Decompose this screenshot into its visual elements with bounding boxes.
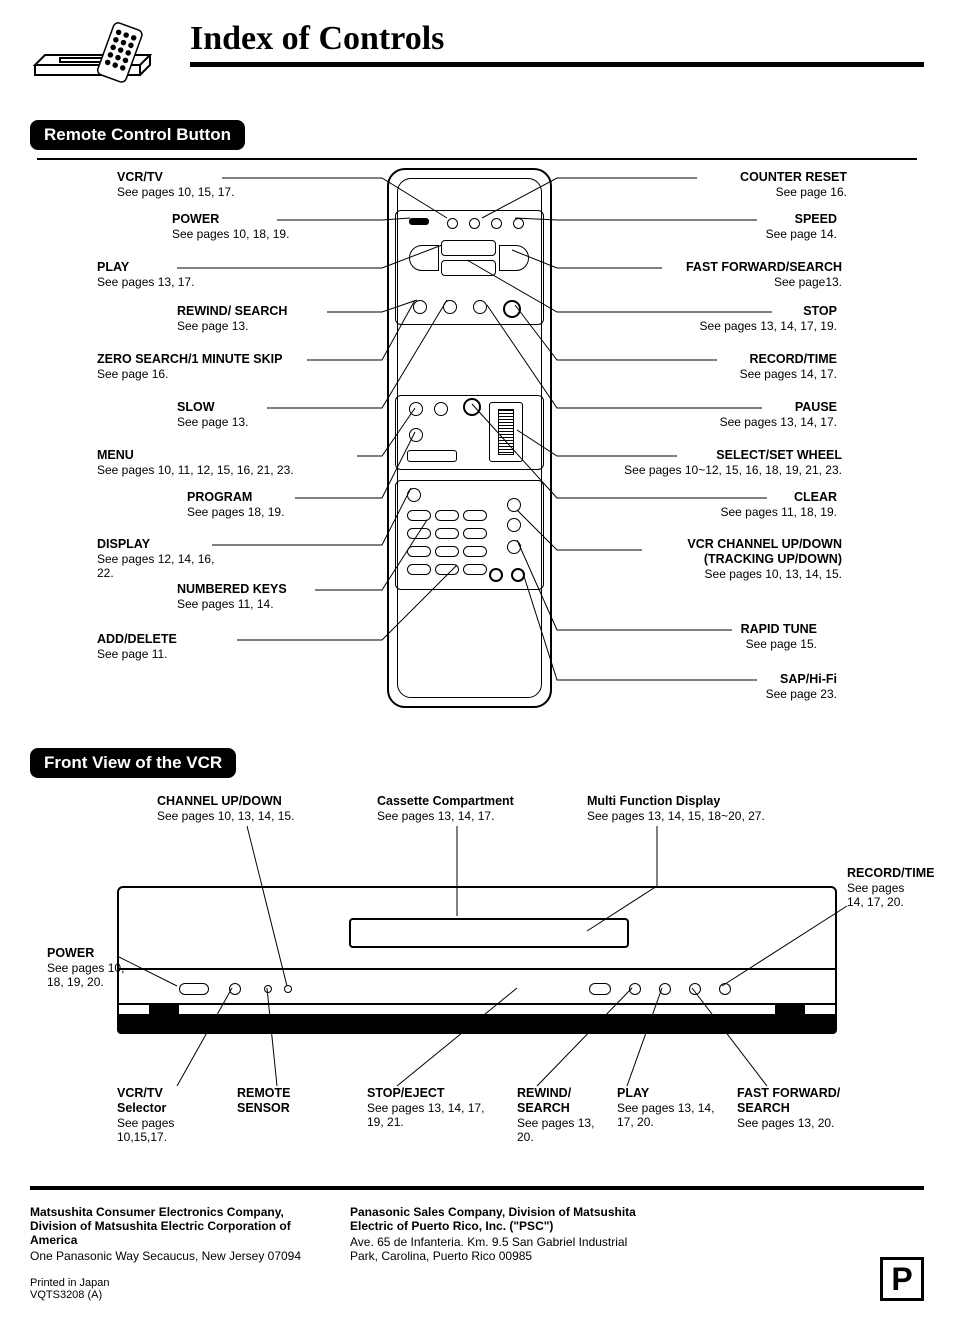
callout-rw-search: REWIND/ SEARCH See pages 13, 20. (517, 1086, 597, 1145)
callout-vcr-tv-sel: VCR/TV Selector See pages 10,15,17. (117, 1086, 207, 1145)
callout-numbered: NUMBERED KEYS See pages 11, 14. (177, 582, 287, 611)
remote-section: Remote Control Button (30, 120, 924, 718)
callout-slow: SLOW See page 13. (177, 400, 248, 429)
callout-cassette: Cassette Compartment See pages 13, 14, 1… (377, 794, 514, 823)
callout-display: DISPLAY See pages 12, 14, 16, 22. (97, 537, 227, 581)
page-footer: Matsushita Consumer Electronics Company,… (30, 1186, 924, 1301)
callout-record: RECORD/TIME See pages 14, 17. (697, 352, 837, 381)
vcr-body (117, 886, 837, 1016)
vcr-remote-icon (30, 20, 170, 90)
callout-vcr-ff: FAST FORWARD/ SEARCH See pages 13, 20. (737, 1086, 867, 1130)
callout-multi-disp: Multi Function Display See pages 13, 14,… (587, 794, 807, 823)
callout-vcr-power: POWER See pages 10, 18, 19, 20. (47, 946, 127, 990)
callout-vcr-ch: VCR CHANNEL UP/DOWN (TRACKING UP/DOWN) S… (627, 537, 842, 581)
company-block-1: Matsushita Consumer Electronics Company,… (30, 1205, 330, 1301)
callout-zero: ZERO SEARCH/1 MINUTE SKIP See page 16. (97, 352, 282, 381)
callout-program: PROGRAM See pages 18, 19. (187, 490, 284, 519)
page-header: Index of Controls (30, 20, 924, 90)
title-rule (190, 62, 924, 67)
callout-ff: FAST FORWARD/SEARCH See page13. (637, 260, 842, 289)
callout-remote-sensor: REMOTE SENSOR (237, 1086, 317, 1116)
callout-stop-eject: STOP/EJECT See pages 13, 14, 17, 19, 21. (367, 1086, 487, 1130)
callout-add-delete: ADD/DELETE See page 11. (97, 632, 177, 661)
callout-play: PLAY See pages 13, 17. (97, 260, 194, 289)
p-mark: P (880, 1257, 924, 1301)
callout-ch-updown: CHANNEL UP/DOWN See pages 10, 13, 14, 15… (157, 794, 294, 823)
remote-diagram: VCR/TV See pages 10, 15, 17. POWER See p… (37, 158, 917, 718)
callout-vcr-record: RECORD/TIME See pages 14, 17, 20. (847, 866, 917, 910)
callout-vcr-play: PLAY See pages 13, 14, 17, 20. (617, 1086, 717, 1130)
callout-sap: SAP/Hi-Fi See page 23. (717, 672, 837, 701)
callout-power: POWER See pages 10, 18, 19. (172, 212, 289, 241)
page-title: Index of Controls (190, 20, 924, 58)
callout-vcr-tv: VCR/TV See pages 10, 15, 17. (117, 170, 234, 199)
callout-stop: STOP See pages 13, 14, 17, 19. (677, 304, 837, 333)
callout-rapid-tune: RAPID TUNE See page 15. (657, 622, 817, 651)
callout-speed: SPEED See page 14. (717, 212, 837, 241)
callout-select-wheel: SELECT/SET WHEEL See pages 10~12, 15, 16… (577, 448, 842, 477)
callout-clear: CLEAR See pages 11, 18, 19. (677, 490, 837, 519)
company-block-2: Panasonic Sales Company, Division of Mat… (350, 1205, 650, 1301)
section-header-vcr: Front View of the VCR (30, 748, 236, 778)
callout-rewind: REWIND/ SEARCH See page 13. (177, 304, 287, 333)
section-header-remote: Remote Control Button (30, 120, 245, 150)
vcr-diagram: CHANNEL UP/DOWN See pages 10, 13, 14, 15… (37, 786, 917, 1166)
callout-counter-reset: COUNTER RESET See page 16. (697, 170, 847, 199)
remote-body (387, 168, 552, 708)
callout-pause: PAUSE See pages 13, 14, 17. (677, 400, 837, 429)
vcr-section: Front View of the VCR (30, 748, 924, 1166)
callout-menu: MENU See pages 10, 11, 12, 15, 16, 21, 2… (97, 448, 377, 477)
